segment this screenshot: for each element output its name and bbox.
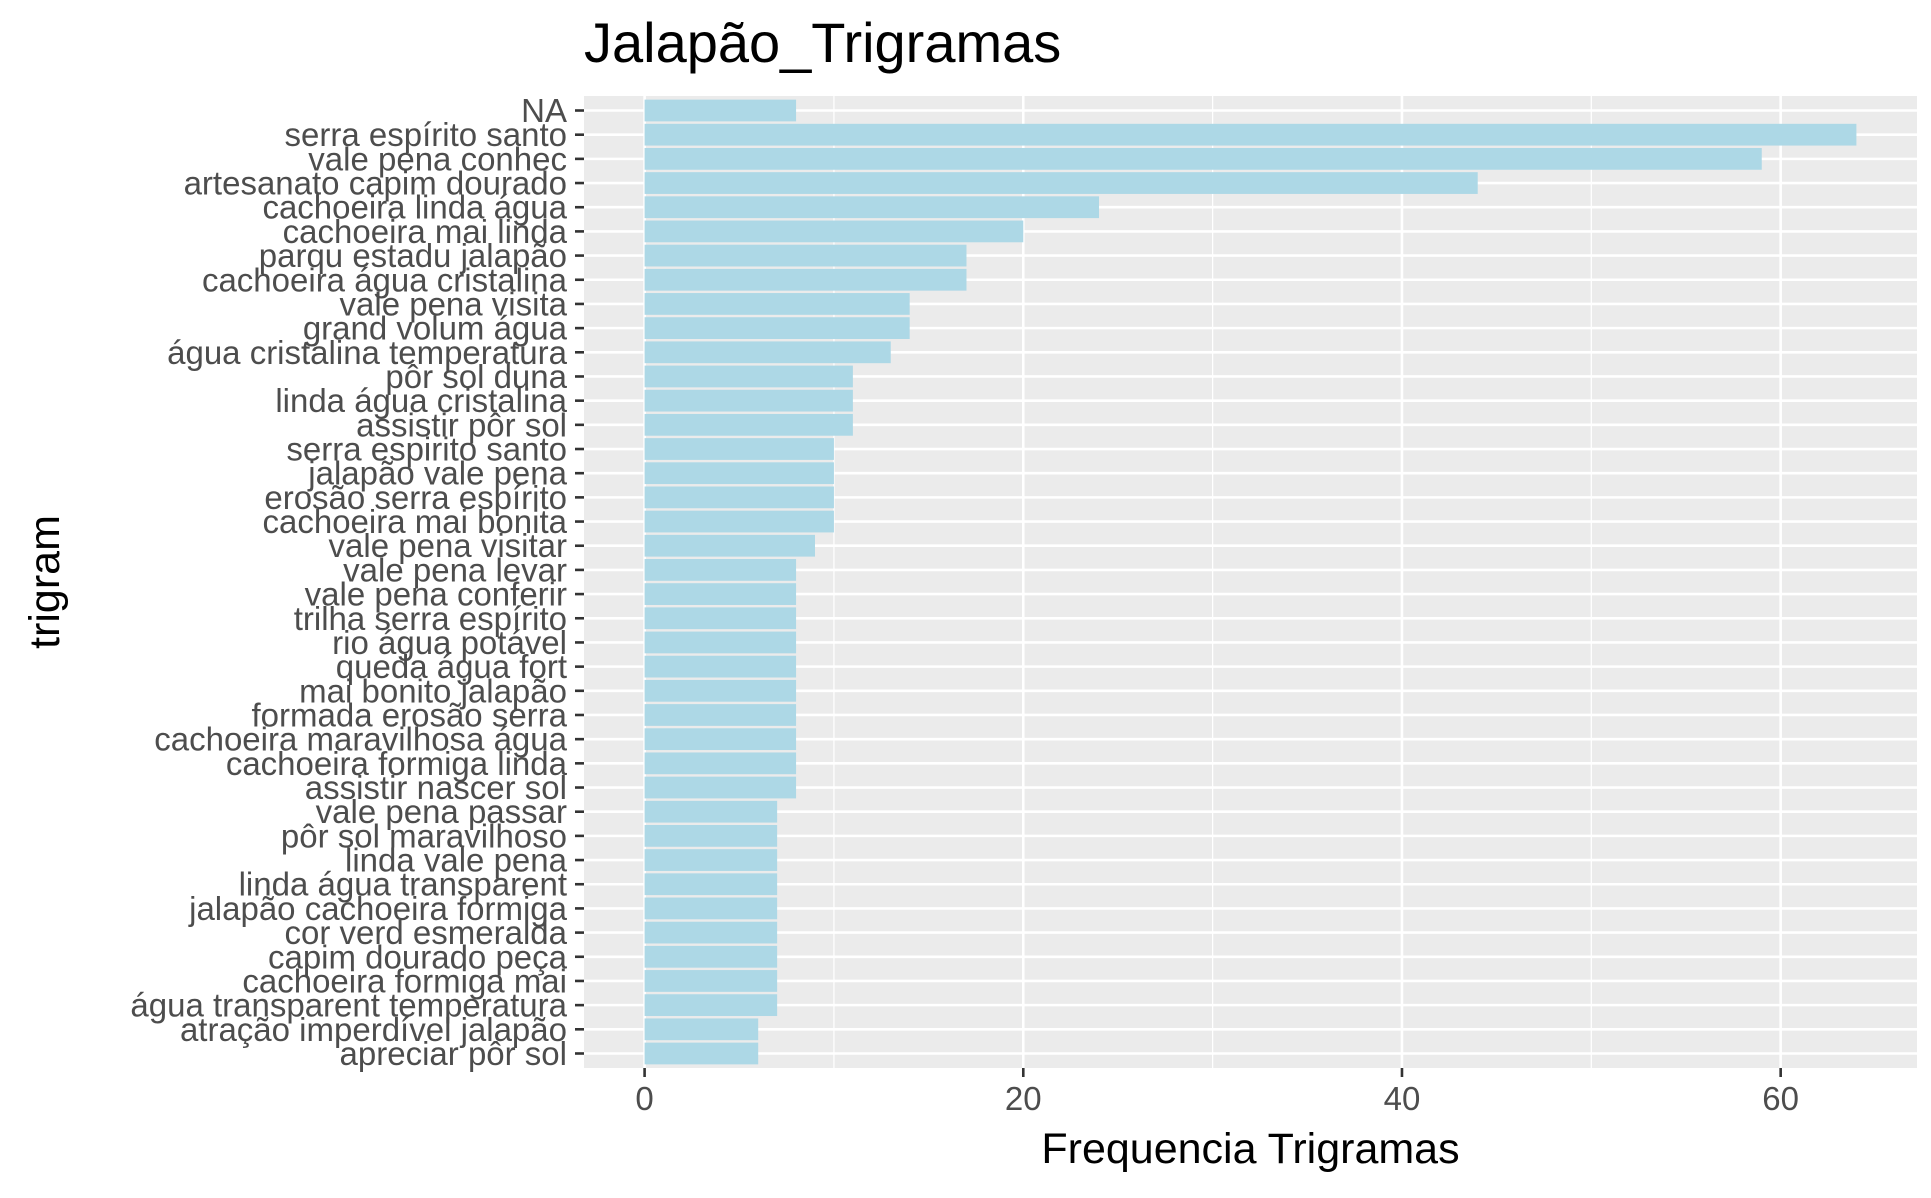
y-tick-label: queda água fort — [336, 648, 567, 685]
y-tick-label: água cristalina temperatura — [167, 334, 568, 371]
y-tick-label: vale pena passar — [316, 793, 567, 830]
y-tick-label: cachoeira mai linda — [283, 213, 568, 250]
bar — [644, 655, 797, 678]
y-tick-label: grand volum água — [303, 310, 568, 347]
y-tick-label: vale pena levar — [343, 551, 567, 588]
y-tick-label: erosão serra espírito — [264, 479, 567, 516]
x-axis-ticks: 0 20 40 60 — [635, 1068, 1799, 1117]
y-tick-label: apreciar pôr sol — [340, 1035, 567, 1072]
bar — [644, 825, 778, 847]
y-tick-label: cachoeira água cristalina — [202, 261, 568, 298]
bar — [644, 172, 1478, 194]
bar — [644, 413, 853, 436]
y-tick-label: cachoeira formiga linda — [226, 745, 568, 782]
y-tick-label: serra espirito santo — [286, 431, 567, 468]
y-tick-label: cachoeira linda água — [262, 189, 567, 226]
bar — [644, 583, 797, 605]
bar — [644, 921, 778, 944]
bar — [644, 389, 853, 412]
bar — [644, 994, 778, 1017]
y-tick-label: formada erosão serra — [252, 696, 568, 733]
bar — [644, 704, 797, 726]
bar — [644, 631, 797, 654]
bar — [644, 438, 834, 460]
bar — [644, 1042, 759, 1065]
chart-title: Jalapão_Trigramas — [584, 11, 1061, 74]
y-tick-label: trilha serra espírito — [294, 600, 567, 637]
bar — [644, 800, 778, 823]
bar — [644, 220, 1024, 243]
y-tick-label: vale pena visitar — [329, 527, 567, 564]
bar — [644, 776, 797, 799]
y-tick-label: vale pena conhec — [308, 140, 567, 177]
y-tick-label: pôr sol maravilhoso — [281, 817, 567, 854]
bar — [644, 123, 1857, 146]
x-tick-label: 0 — [635, 1080, 653, 1117]
y-tick-label: água transparent temperatura — [130, 987, 567, 1024]
bar — [644, 534, 816, 557]
y-tick-label: jalapão cachoeira formiga — [188, 890, 568, 927]
bar — [644, 849, 778, 871]
bar — [644, 365, 853, 388]
y-tick-label: serra espírito santo — [285, 116, 567, 153]
bar — [644, 317, 910, 339]
bar — [644, 728, 797, 751]
y-tick-label: jalapão vale pena — [307, 455, 567, 492]
y-tick-label: assistir nascer sol — [305, 769, 567, 806]
x-tick-label: 40 — [1384, 1080, 1421, 1117]
bar — [644, 873, 778, 896]
y-tick-label: linda vale pena — [345, 842, 568, 879]
y-axis-title: trigram — [21, 515, 69, 649]
y-tick-label: rio água potável — [332, 624, 567, 661]
bar — [644, 268, 967, 291]
bar — [644, 196, 1100, 219]
bar — [644, 293, 910, 315]
bar — [644, 945, 778, 968]
y-tick-label: vale pena conferir — [305, 576, 567, 613]
y-tick-label: NA — [521, 92, 567, 129]
bar — [644, 970, 778, 992]
bar — [644, 147, 1762, 170]
bars — [644, 99, 1857, 1065]
bar — [644, 679, 797, 702]
y-tick-label: mai bonito jalapão — [299, 672, 567, 709]
x-axis-title: Frequencia Trigramas — [1041, 1125, 1459, 1173]
y-tick-label: atração imperdível jalapão — [180, 1011, 567, 1048]
bar — [644, 244, 967, 267]
y-tick-label: linda água transparent — [239, 866, 567, 903]
bar — [644, 897, 778, 920]
y-tick-label: pôr sol duna — [385, 358, 567, 395]
y-tick-label: cachoeira mai bonita — [262, 503, 567, 540]
bar — [644, 510, 834, 533]
x-tick-label: 60 — [1762, 1080, 1799, 1117]
y-tick-label: artesanato capim dourado — [184, 165, 567, 202]
y-tick-label: linda água cristalina — [275, 382, 567, 419]
y-tick-label: cachoeira maravilhosa água — [154, 721, 567, 758]
bar — [644, 1018, 759, 1041]
bar — [644, 607, 797, 630]
bar — [644, 752, 797, 775]
y-tick-label: capim dourado peça — [268, 938, 568, 975]
bar — [644, 99, 797, 122]
y-tick-label: cor verd esmeralda — [285, 914, 568, 951]
bar — [644, 559, 797, 581]
bar — [644, 486, 834, 509]
y-tick-label: vale pena visita — [340, 285, 568, 322]
x-tick-label: 20 — [1005, 1080, 1042, 1117]
bar — [644, 462, 834, 485]
y-tick-label: cachoeira formiga mai — [242, 962, 567, 999]
bar — [644, 341, 891, 364]
y-tick-label: parqu estadu jalapão — [259, 237, 567, 274]
y-tick-label: assistir pôr sol — [356, 406, 567, 443]
